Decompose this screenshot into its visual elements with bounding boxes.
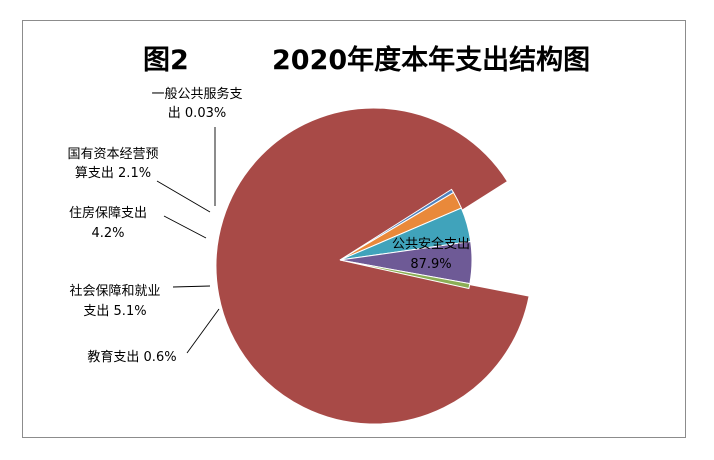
figure-number: 图2 <box>143 45 189 76</box>
data-label-public-security: 公共安全支出 87.9% <box>392 236 470 272</box>
chart-title: 2020年度本年支出结构图 <box>272 45 591 76</box>
data-label-social-security: 社会保障和就业支出 5.1% <box>69 283 160 319</box>
leader-line-housing <box>163 215 207 239</box>
data-label-housing: 住房保障支出 4.2% <box>69 205 147 241</box>
data-label-state-capital: 国有资本经营预算支出 2.1% <box>67 147 158 181</box>
data-label-education: 教育支出 0.6% <box>87 349 176 365</box>
leader-line-state-capital <box>156 180 211 213</box>
slice-education <box>339 259 471 290</box>
leader-line-social-security <box>172 285 211 288</box>
data-label-general-public-services: 一般公共服务支出 0.03% <box>151 86 242 121</box>
leader-line-education <box>186 308 220 354</box>
